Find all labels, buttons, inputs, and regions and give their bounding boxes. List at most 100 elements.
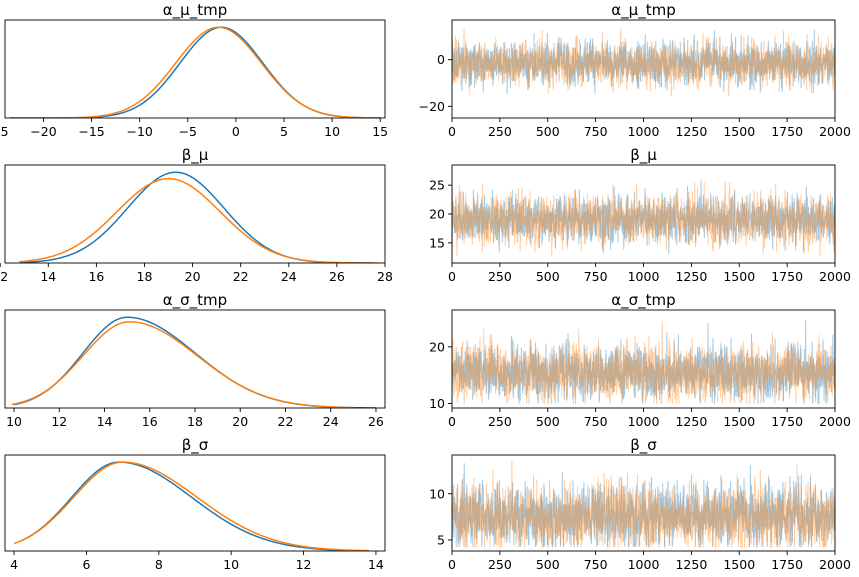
x-tick-label: 250 [488, 124, 512, 139]
panel-1-trace: 0 250 500 750 1000 1250 1500 1750 20000−20α_μ_tm… [419, 1, 851, 139]
x-tick-label: 10 [6, 414, 22, 429]
y-tick-label: 10 [429, 396, 445, 411]
y-tick-label: 10 [429, 486, 445, 501]
x-tick-label: 24 [323, 414, 339, 429]
x-tick-label: 250 [488, 414, 512, 429]
x-tick-label: 5 [280, 124, 288, 139]
x-tick-label: 250 [488, 269, 512, 284]
x-tick-label: −5 [179, 124, 197, 139]
x-tick-label: 2000 [819, 557, 851, 572]
x-tick-label: 1000 [628, 557, 660, 572]
trace-line-chain-1 [452, 320, 835, 404]
panel-title: α_μ_tmp [611, 1, 675, 20]
trace-line-chain-1 [452, 28, 835, 97]
axes-frame [4, 309, 386, 409]
kde-line-chain-1 [13, 461, 369, 551]
y-tick-label: −20 [419, 99, 445, 114]
trace-line-chain-0 [452, 180, 835, 254]
y-tick-label: 25 [429, 178, 445, 193]
x-tick-label: 26 [368, 414, 384, 429]
plot-area [11, 316, 376, 408]
plot-area [9, 26, 381, 118]
x-tick-label: 750 [584, 557, 608, 572]
x-tick-label: 10 [324, 124, 340, 139]
axes-frame [4, 454, 386, 552]
x-tick-label: 0 [448, 414, 456, 429]
x-tick-label: 1500 [723, 269, 755, 284]
x-tick-label: 1250 [675, 414, 707, 429]
x-tick-label: 0 [448, 269, 456, 284]
x-tick-label: 500 [536, 557, 560, 572]
x-tick-label: 750 [584, 269, 608, 284]
x-tick-label: 1500 [723, 124, 755, 139]
x-tick-label: 2000 [819, 269, 851, 284]
panel-title: α_μ_tmp [163, 1, 227, 20]
y-tick-label: 20 [429, 339, 445, 354]
plot-area [19, 171, 378, 263]
x-tick-label: 4 [10, 557, 18, 572]
x-tick-label: 1250 [675, 124, 707, 139]
x-tick-label: 22 [233, 269, 249, 284]
x-tick-label: 12 [296, 557, 312, 572]
x-tick-label: 1750 [771, 557, 803, 572]
panel-5-trace: 0 250 500 750 1000 1250 1500 1750 2000 10 20 α_σ_tm… [429, 291, 851, 429]
x-tick-label: 20 [232, 414, 248, 429]
x-tick-label: 1000 [628, 124, 660, 139]
x-tick-label: 26 [329, 269, 345, 284]
x-tick-label: 16 [88, 269, 104, 284]
x-tick-label: 2000 [819, 414, 851, 429]
trace-line-chain-0 [452, 463, 835, 547]
x-tick-label: 28 [377, 269, 393, 284]
kde-line-chain-0 [13, 316, 376, 408]
x-tick-label: 1000 [628, 269, 660, 284]
plot-area [452, 319, 835, 404]
x-tick-label: 1500 [723, 414, 755, 429]
x-tick-label: 12 [51, 414, 67, 429]
plot-area [452, 28, 835, 97]
x-tick-label: −15 [78, 124, 104, 139]
kde-line-chain-1 [19, 177, 378, 263]
x-tick-label: −25 [0, 124, 9, 139]
x-tick-label: 1750 [771, 269, 803, 284]
x-tick-label: 12 [0, 269, 8, 284]
x-tick-label: 1750 [771, 124, 803, 139]
trace-line-chain-0 [452, 29, 835, 95]
x-tick-label: 18 [137, 269, 153, 284]
panel-title: β_σ [182, 436, 209, 455]
x-tick-label: 18 [187, 414, 203, 429]
x-tick-label: 1250 [675, 557, 707, 572]
x-tick-label: 14 [97, 414, 113, 429]
x-tick-label: 1000 [628, 414, 660, 429]
kde-line-chain-1 [9, 26, 381, 118]
plot-area [452, 180, 835, 257]
y-tick-label: 5 [437, 532, 445, 547]
x-tick-label: 500 [536, 269, 560, 284]
x-tick-label: 750 [584, 124, 608, 139]
panel-title: β_μ [630, 146, 657, 165]
panel-7-trace: 0 250 500 750 1000 1250 1500 1750 2000 5 10 β_σ [429, 436, 851, 572]
x-tick-label: 14 [40, 269, 56, 284]
x-tick-label: 1500 [723, 557, 755, 572]
trace-line-chain-0 [452, 319, 835, 404]
plot-area [13, 461, 369, 551]
x-tick-label: 22 [278, 414, 294, 429]
x-tick-label: 16 [142, 414, 158, 429]
x-tick-label: 20 [185, 269, 201, 284]
panel-title: β_σ [630, 436, 657, 455]
panel-0-kde: −25 −20 −15 −10 −5 0 5 10 15 α_μ_tmp [0, 1, 388, 139]
x-tick-label: 1250 [675, 269, 707, 284]
x-tick-label: 2000 [819, 124, 851, 139]
x-tick-label: 14 [368, 557, 384, 572]
y-tick-label: 20 [429, 207, 445, 222]
panel-title: α_σ_tmp [163, 291, 227, 310]
x-tick-label: 1750 [771, 414, 803, 429]
x-tick-label: 10 [223, 557, 239, 572]
panel-title: α_σ_tmp [611, 291, 675, 310]
x-tick-label: 750 [584, 414, 608, 429]
x-tick-label: 6 [82, 557, 90, 572]
x-tick-label: 15 [372, 124, 388, 139]
x-tick-label: 24 [281, 269, 297, 284]
x-tick-label: 0 [232, 124, 240, 139]
y-tick-label: 0 [437, 52, 445, 67]
